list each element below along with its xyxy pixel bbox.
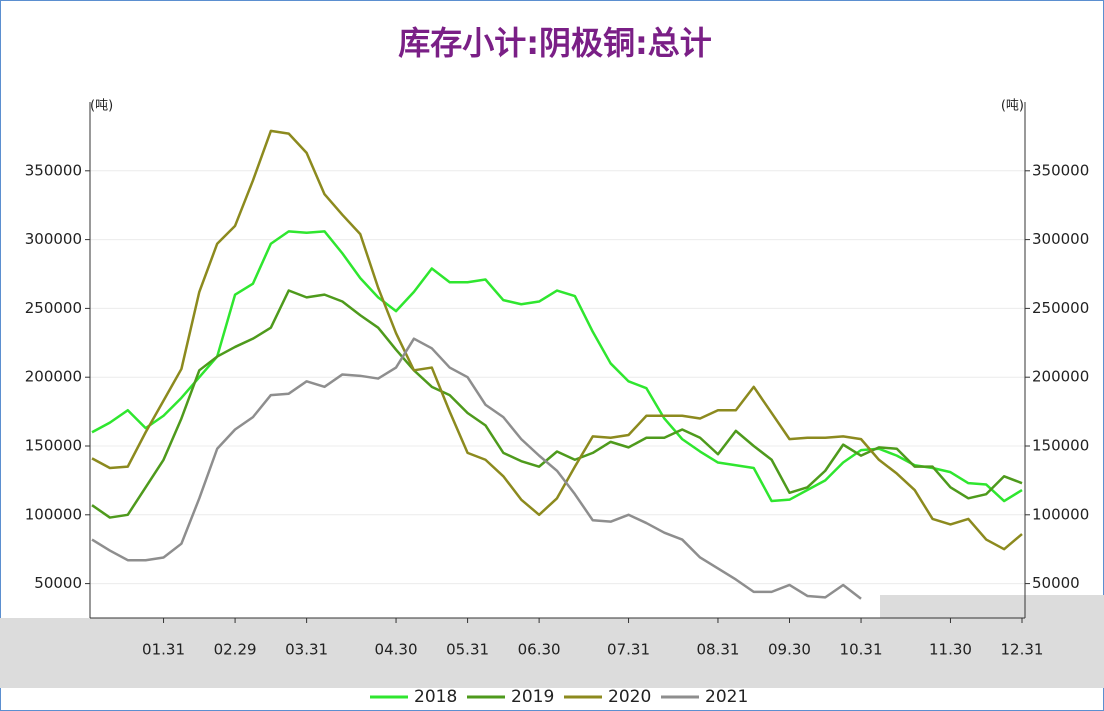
- x-tick-label: 11.30: [929, 641, 972, 659]
- y-tick-label: 100000: [25, 505, 82, 523]
- y-tick-label: 50000: [34, 574, 82, 592]
- x-tick-label: 02.29: [214, 641, 257, 659]
- y2-unit: (吨): [1001, 99, 1024, 114]
- x-tick-label: 05.31: [446, 641, 489, 659]
- y2-tick-label: 300000: [1032, 230, 1089, 248]
- x-tick-label: 04.30: [375, 641, 418, 659]
- x-tick-label: 12.31: [1001, 641, 1044, 659]
- x-tick-label: 10.31: [840, 641, 883, 659]
- y-unit: (吨): [90, 99, 113, 114]
- series-line: [91, 337, 862, 600]
- y2-tick-label: 350000: [1032, 161, 1089, 179]
- x-tick-label: 09.30: [768, 641, 811, 659]
- legend-label: 2021: [705, 687, 748, 707]
- y2-tick-label: 50000: [1032, 574, 1080, 592]
- legend-label: 2018: [414, 687, 457, 707]
- chart-title: 库存小计:阴极铜:总计: [398, 24, 712, 62]
- x-tick-label: 07.31: [607, 641, 650, 659]
- series-line: [91, 129, 1023, 551]
- x-tick-label: 08.31: [696, 641, 739, 659]
- x-tick-label: 01.31: [142, 641, 185, 659]
- overlay-band: [880, 595, 1104, 618]
- y-tick-label: 200000: [25, 368, 82, 386]
- y2-tick-label: 150000: [1032, 437, 1089, 455]
- y2-tick-label: 100000: [1032, 505, 1089, 523]
- legend-label: 2020: [608, 687, 651, 707]
- x-tick-label: 03.31: [285, 641, 328, 659]
- y-tick-label: 150000: [25, 437, 82, 455]
- x-tick-label: 06.30: [518, 641, 561, 659]
- y-tick-label: 300000: [25, 230, 82, 248]
- legend-label: 2019: [511, 687, 554, 707]
- series-line: [91, 289, 1023, 519]
- series-line: [91, 230, 1023, 503]
- y-tick-label: 250000: [25, 299, 82, 317]
- y2-tick-label: 250000: [1032, 299, 1089, 317]
- y2-tick-label: 200000: [1032, 368, 1089, 386]
- overlay-band: [0, 618, 1104, 688]
- y-tick-label: 350000: [25, 161, 82, 179]
